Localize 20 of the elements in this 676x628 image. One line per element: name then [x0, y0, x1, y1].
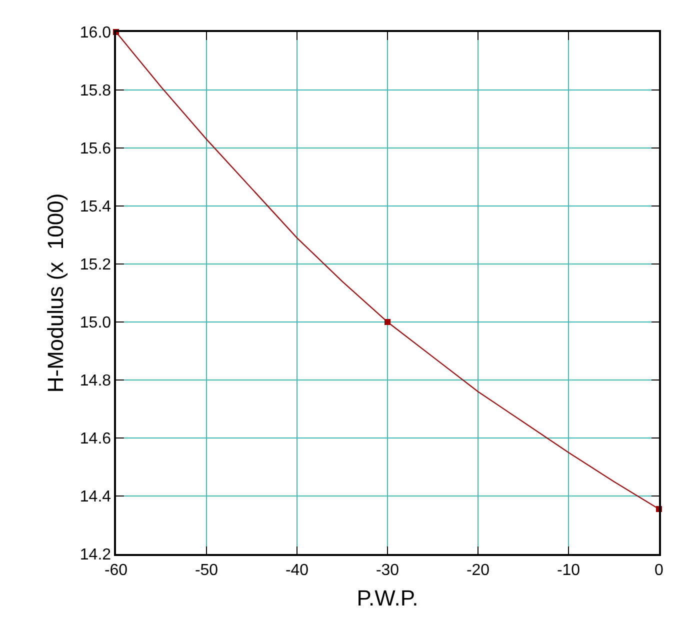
y-axis-title: H-Modulus (x 1000): [43, 193, 68, 393]
x-tick-label: -50: [194, 562, 218, 579]
y-tick-label: 15.8: [80, 82, 112, 100]
y-tick-label: 15.0: [80, 314, 112, 332]
y-tick-label: 14.6: [80, 430, 112, 448]
x-tick-label: -30: [376, 562, 400, 579]
y-tick-label: 15.6: [80, 140, 112, 158]
x-tick-label: -40: [285, 562, 309, 579]
y-tick-label: 15.4: [80, 198, 112, 216]
x-tick-label: 0: [654, 562, 664, 579]
x-tick-label: -20: [466, 562, 490, 579]
x-tick-label: -60: [104, 562, 128, 579]
y-tick-label: 16.0: [80, 24, 112, 42]
y-tick-label: 14.4: [80, 488, 112, 506]
y-tick-label: 14.2: [80, 546, 112, 564]
point: [384, 319, 390, 325]
x-axis-title: P.W.P.: [356, 585, 418, 610]
y-tick-label: 14.8: [80, 372, 112, 390]
x-tick-label: -10: [556, 562, 580, 579]
y-tick-label: 15.2: [80, 256, 112, 274]
